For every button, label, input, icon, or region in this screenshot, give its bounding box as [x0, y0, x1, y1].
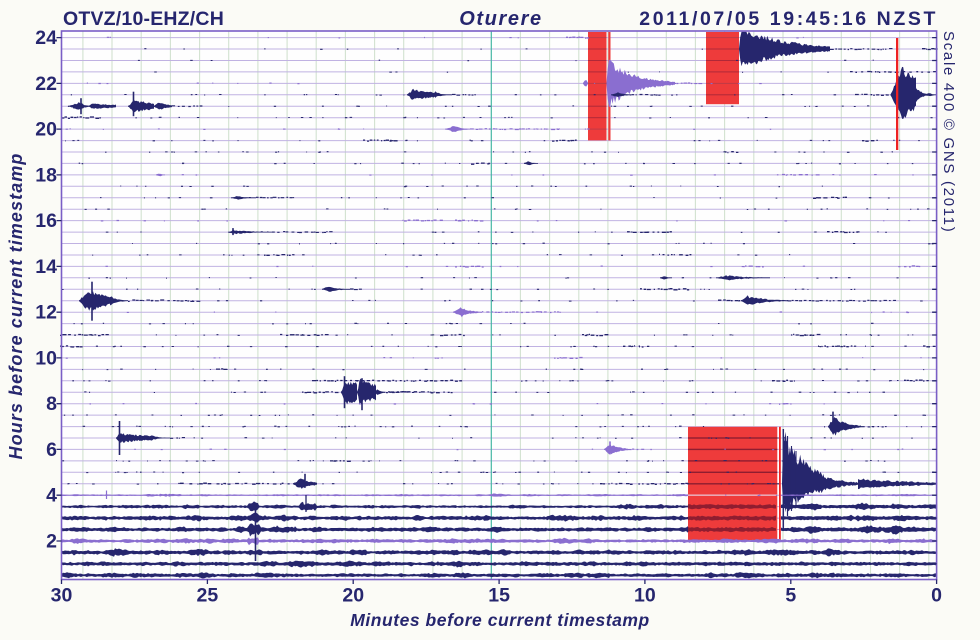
svg-text:Oturere: Oturere [459, 8, 542, 30]
svg-text:5: 5 [785, 585, 796, 607]
svg-text:4: 4 [46, 485, 57, 507]
svg-text:18: 18 [35, 164, 57, 186]
svg-text:12: 12 [35, 302, 57, 324]
svg-text:16: 16 [35, 210, 57, 232]
svg-text:Hours before current timestamp: Hours before current timestamp [6, 152, 26, 459]
svg-text:2011/07/05 19:45:16 NZST: 2011/07/05 19:45:16 NZST [639, 8, 938, 30]
svg-text:OTVZ/10-EHZ/CH: OTVZ/10-EHZ/CH [63, 8, 224, 30]
svg-text:14: 14 [35, 256, 57, 278]
svg-text:24: 24 [35, 27, 57, 49]
svg-text:6: 6 [46, 439, 57, 461]
svg-text:15: 15 [488, 585, 510, 607]
svg-text:Minutes before current timesta: Minutes before current timestamp [350, 610, 650, 630]
svg-text:25: 25 [197, 585, 219, 607]
svg-text:Scale 400 © GNS (2011): Scale 400 © GNS (2011) [940, 31, 957, 233]
svg-text:10: 10 [35, 347, 57, 369]
svg-text:30: 30 [51, 585, 73, 607]
svg-text:20: 20 [35, 119, 57, 141]
svg-text:10: 10 [634, 585, 656, 607]
svg-text:22: 22 [35, 73, 57, 95]
svg-text:20: 20 [342, 585, 364, 607]
svg-text:8: 8 [46, 393, 57, 415]
svg-text:0: 0 [931, 585, 942, 607]
svg-text:2: 2 [46, 531, 57, 553]
